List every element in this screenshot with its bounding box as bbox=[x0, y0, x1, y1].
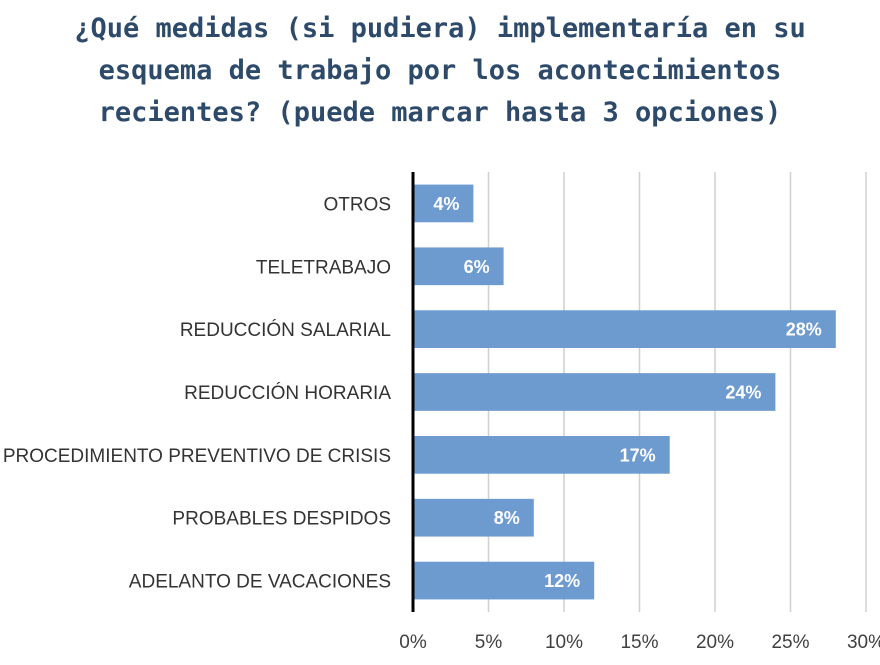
x-tick-label-10: 10% bbox=[545, 632, 583, 653]
category-label-4: PROCEDIMIENTO PREVENTIVO DE CRISIS bbox=[3, 446, 391, 467]
bar-5 bbox=[413, 498, 534, 537]
bars: 4% 6% 28% 24% 17% 8% 12% bbox=[413, 184, 836, 600]
category-label-1: TELETRABAJO bbox=[256, 257, 391, 278]
data-label-3: 24% bbox=[725, 383, 761, 403]
category-label-2: REDUCCIÓN SALARIAL bbox=[180, 319, 391, 341]
x-tick-labels: 0% 5% 10% 15% 20% 25% 30% bbox=[399, 632, 880, 653]
x-tick-label-20: 20% bbox=[696, 632, 734, 653]
bar-1 bbox=[413, 247, 504, 286]
x-tick-label-30: 30% bbox=[847, 632, 880, 653]
data-label-2: 28% bbox=[786, 320, 822, 340]
data-label-0: 4% bbox=[433, 194, 459, 214]
data-label-1: 6% bbox=[464, 257, 490, 277]
data-label-4: 17% bbox=[620, 445, 656, 465]
bar-2 bbox=[413, 310, 836, 348]
data-label-6: 12% bbox=[544, 571, 580, 591]
category-label-5: PROBABLES DESPIDOS bbox=[172, 509, 391, 530]
category-label-6: ADELANTO DE VACACIONES bbox=[129, 572, 391, 593]
data-label-5: 8% bbox=[494, 508, 520, 528]
bar-3 bbox=[413, 373, 776, 411]
bar-4 bbox=[413, 436, 670, 474]
category-label-3: REDUCCIÓN HORARIA bbox=[184, 382, 391, 404]
chart-title: ¿Qué medidas (si pudiera) implementaría … bbox=[74, 13, 806, 128]
bar-6 bbox=[413, 561, 595, 600]
x-tick-label-0: 0% bbox=[399, 632, 427, 653]
category-labels: OTROS TELETRABAJO REDUCCIÓN SALARIAL REDUCC… bbox=[3, 194, 391, 592]
category-label-0: OTROS bbox=[323, 194, 391, 215]
x-tick-label-5: 5% bbox=[475, 632, 503, 653]
x-tick-label-15: 15% bbox=[620, 632, 658, 653]
bar-0 bbox=[413, 184, 474, 223]
x-tick-label-25: 25% bbox=[771, 632, 809, 653]
